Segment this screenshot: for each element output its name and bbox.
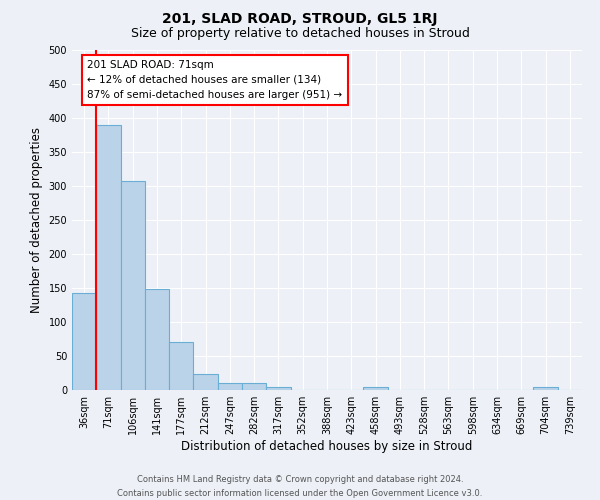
Text: Contains HM Land Registry data © Crown copyright and database right 2024.
Contai: Contains HM Land Registry data © Crown c… (118, 476, 482, 498)
Text: Size of property relative to detached houses in Stroud: Size of property relative to detached ho… (131, 28, 469, 40)
Bar (169, 342, 193, 390)
Text: 201 SLAD ROAD: 71sqm
← 12% of detached houses are smaller (134)
87% of semi-deta: 201 SLAD ROAD: 71sqm ← 12% of detached h… (88, 60, 343, 100)
Bar (242, 383, 266, 390)
Bar (121, 180, 145, 390)
Bar (72, 293, 96, 390)
Bar (193, 374, 218, 390)
Bar (218, 383, 242, 390)
X-axis label: Distribution of detached houses by size in Stroud: Distribution of detached houses by size … (181, 440, 473, 453)
Bar (364, 386, 388, 390)
Bar (145, 290, 169, 390)
Bar (266, 386, 290, 390)
Text: 201, SLAD ROAD, STROUD, GL5 1RJ: 201, SLAD ROAD, STROUD, GL5 1RJ (162, 12, 438, 26)
Bar (533, 388, 558, 390)
Y-axis label: Number of detached properties: Number of detached properties (30, 127, 43, 313)
Bar (96, 125, 121, 390)
